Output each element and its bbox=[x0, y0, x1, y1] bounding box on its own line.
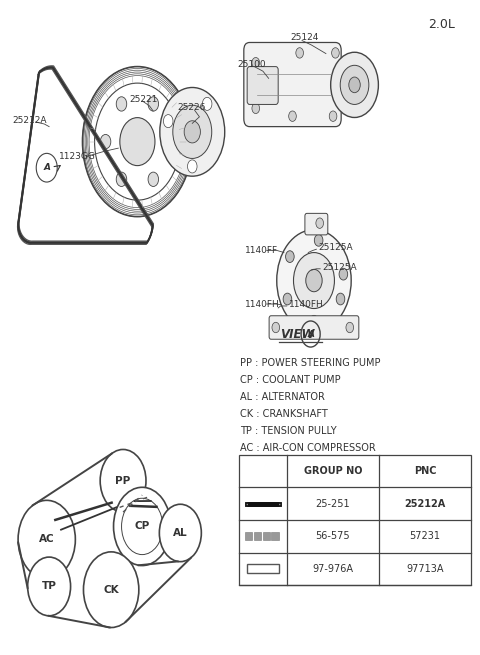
Text: 97-976A: 97-976A bbox=[312, 564, 353, 574]
Circle shape bbox=[288, 111, 296, 121]
FancyBboxPatch shape bbox=[269, 316, 359, 339]
Circle shape bbox=[100, 449, 146, 512]
Bar bbox=[239, 455, 471, 585]
Text: CK: CK bbox=[103, 585, 119, 595]
Circle shape bbox=[114, 487, 171, 565]
Text: CP : COOLANT PUMP: CP : COOLANT PUMP bbox=[240, 375, 341, 385]
FancyBboxPatch shape bbox=[244, 43, 341, 126]
Circle shape bbox=[116, 172, 127, 187]
Circle shape bbox=[340, 66, 369, 104]
Circle shape bbox=[346, 322, 354, 333]
Text: TP: TP bbox=[42, 582, 57, 591]
Text: AL: AL bbox=[173, 528, 188, 538]
Text: AC: AC bbox=[39, 534, 55, 544]
Circle shape bbox=[332, 48, 339, 58]
Circle shape bbox=[277, 230, 351, 331]
Bar bbox=[245, 533, 252, 540]
Circle shape bbox=[84, 552, 139, 627]
Circle shape bbox=[184, 121, 200, 143]
Bar bbox=[247, 564, 279, 573]
Text: 1123GG: 1123GG bbox=[59, 152, 96, 161]
Circle shape bbox=[339, 269, 348, 280]
Circle shape bbox=[314, 234, 323, 246]
Circle shape bbox=[310, 315, 318, 327]
Text: 25221: 25221 bbox=[129, 95, 157, 103]
Text: 25125A: 25125A bbox=[319, 243, 353, 252]
Circle shape bbox=[28, 557, 71, 616]
Text: 1140FH: 1140FH bbox=[245, 299, 279, 309]
Circle shape bbox=[331, 52, 378, 117]
Circle shape bbox=[329, 111, 337, 121]
Bar bbox=[254, 533, 261, 540]
Circle shape bbox=[336, 293, 345, 305]
Text: CK : CRANKSHAFT: CK : CRANKSHAFT bbox=[240, 409, 328, 419]
Circle shape bbox=[116, 97, 127, 111]
Circle shape bbox=[120, 118, 155, 166]
Bar bbox=[263, 533, 270, 540]
Circle shape bbox=[272, 322, 280, 333]
Circle shape bbox=[252, 103, 260, 113]
Text: 25-251: 25-251 bbox=[315, 498, 350, 508]
Text: CP: CP bbox=[134, 521, 150, 531]
Text: 56-575: 56-575 bbox=[315, 531, 350, 541]
Circle shape bbox=[160, 88, 225, 176]
Text: 2.0L: 2.0L bbox=[428, 18, 455, 31]
Text: AL : ALTERNATOR: AL : ALTERNATOR bbox=[240, 392, 325, 402]
Text: TP : TENSION PULLY: TP : TENSION PULLY bbox=[240, 426, 336, 436]
Circle shape bbox=[252, 58, 260, 68]
Circle shape bbox=[349, 77, 360, 93]
Text: 57231: 57231 bbox=[409, 531, 441, 541]
Circle shape bbox=[296, 48, 303, 58]
Text: 25212A: 25212A bbox=[12, 115, 47, 124]
Text: 25212A: 25212A bbox=[405, 498, 446, 508]
Text: AC : AIR-CON COMPRESSOR: AC : AIR-CON COMPRESSOR bbox=[240, 443, 376, 453]
Text: A: A bbox=[43, 163, 50, 172]
Text: 1140FF: 1140FF bbox=[245, 246, 278, 255]
Circle shape bbox=[203, 98, 212, 111]
Text: GROUP NO: GROUP NO bbox=[303, 466, 362, 476]
Circle shape bbox=[316, 218, 324, 229]
Text: PNC: PNC bbox=[414, 466, 436, 476]
Text: 25124: 25124 bbox=[290, 33, 319, 42]
Text: 25125A: 25125A bbox=[322, 263, 357, 272]
Circle shape bbox=[148, 97, 158, 111]
Circle shape bbox=[18, 500, 75, 578]
Circle shape bbox=[100, 134, 111, 149]
Circle shape bbox=[159, 504, 201, 561]
Circle shape bbox=[306, 269, 322, 291]
Text: 25226: 25226 bbox=[177, 103, 205, 112]
Circle shape bbox=[148, 172, 158, 187]
Text: 1140FH: 1140FH bbox=[289, 299, 324, 309]
Circle shape bbox=[293, 253, 335, 309]
Circle shape bbox=[163, 115, 173, 128]
Text: PP : POWER STEERING PUMP: PP : POWER STEERING PUMP bbox=[240, 358, 381, 368]
FancyBboxPatch shape bbox=[305, 214, 328, 235]
Text: VIEW: VIEW bbox=[281, 328, 315, 341]
Circle shape bbox=[164, 134, 174, 149]
Circle shape bbox=[188, 160, 197, 173]
FancyBboxPatch shape bbox=[247, 67, 278, 104]
Text: PP: PP bbox=[116, 476, 131, 486]
Circle shape bbox=[283, 293, 292, 305]
Circle shape bbox=[173, 105, 212, 159]
Text: A: A bbox=[307, 329, 314, 339]
Bar bbox=[272, 533, 279, 540]
Text: 97713A: 97713A bbox=[407, 564, 444, 574]
Circle shape bbox=[286, 251, 294, 263]
Text: 25100: 25100 bbox=[238, 60, 266, 69]
